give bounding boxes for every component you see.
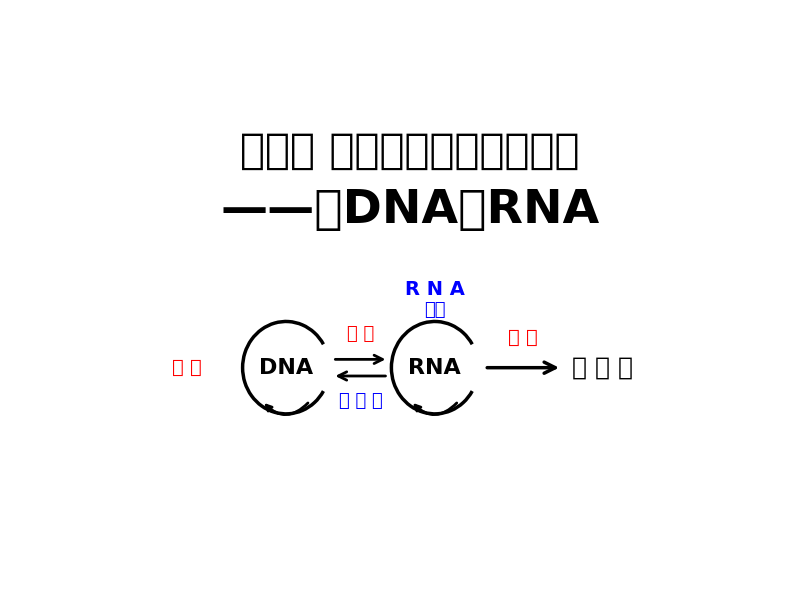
Text: RNA: RNA xyxy=(409,358,461,377)
Text: 复制: 复制 xyxy=(424,301,446,319)
Text: ——从DNA到RNA: ——从DNA到RNA xyxy=(220,188,600,233)
Text: DNA: DNA xyxy=(259,358,313,377)
Text: 逆 转 录: 逆 转 录 xyxy=(338,392,382,410)
Text: 蛋 白 质: 蛋 白 质 xyxy=(572,356,633,380)
Text: R N A: R N A xyxy=(405,280,465,299)
Text: 复 制: 复 制 xyxy=(172,358,202,377)
Text: 第三章 生物信息的传递（上）: 第三章 生物信息的传递（上） xyxy=(240,130,580,172)
Text: 转 录: 转 录 xyxy=(346,325,374,343)
Text: 翻 译: 翻 译 xyxy=(508,328,538,347)
